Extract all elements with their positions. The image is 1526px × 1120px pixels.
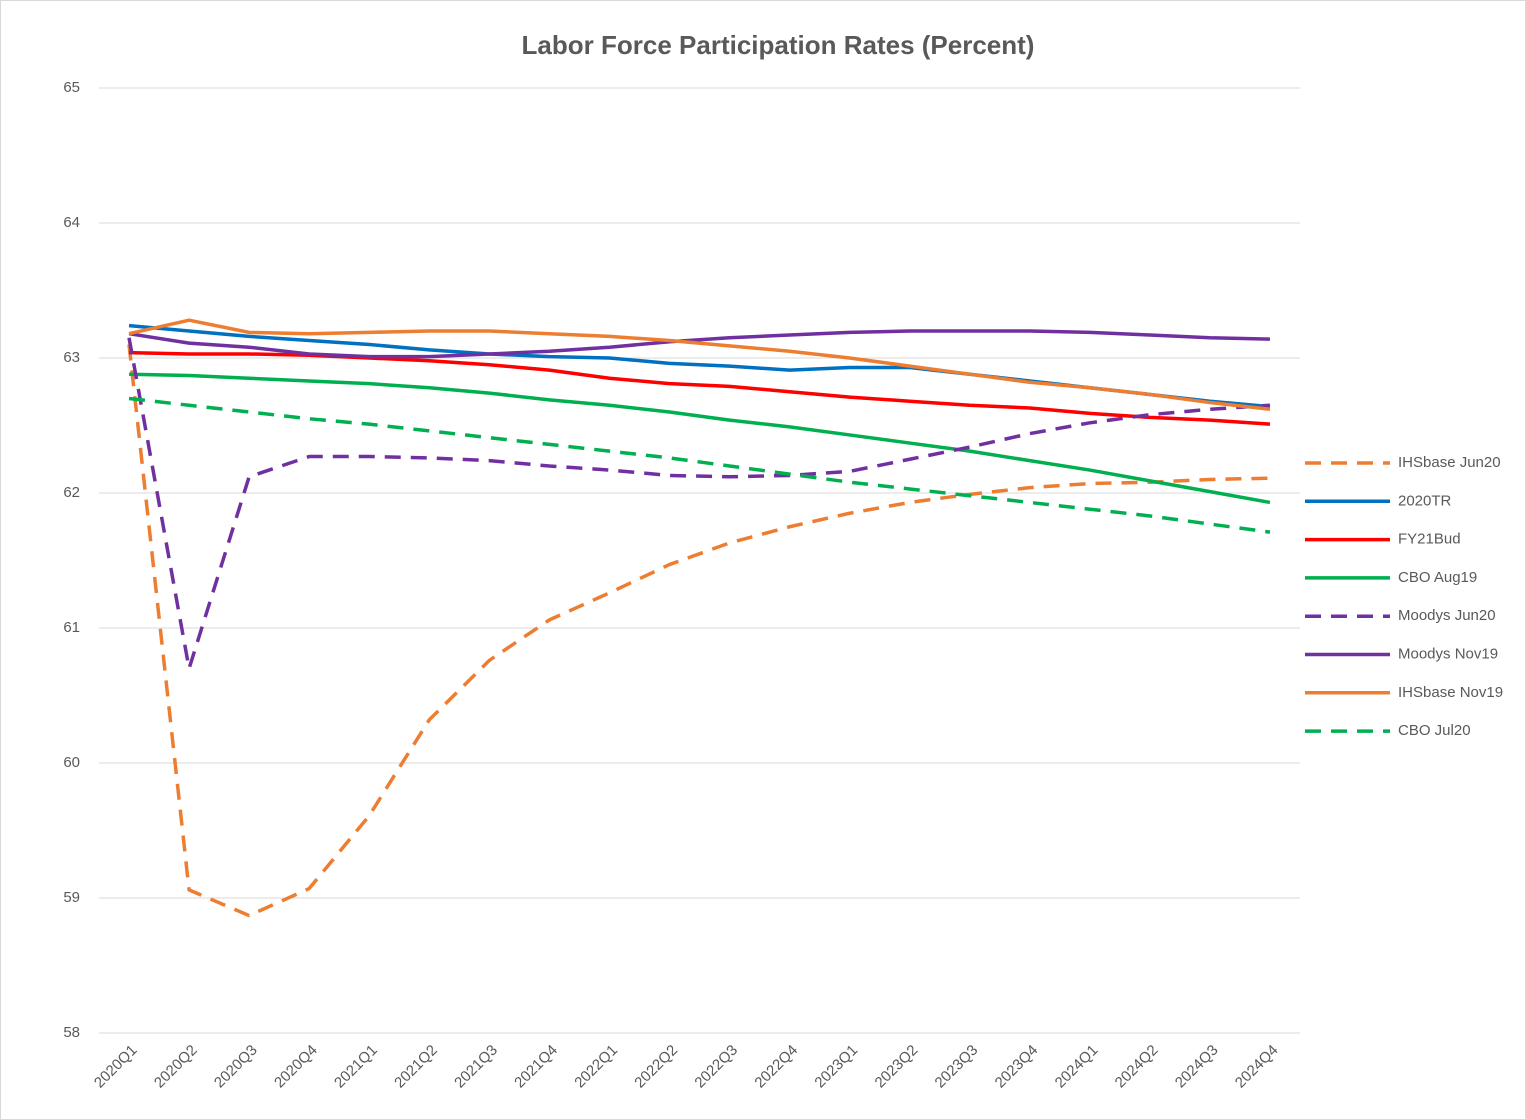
y-tick-label: 61 xyxy=(63,619,80,636)
y-tick-label: 60 xyxy=(63,754,80,771)
series-line xyxy=(128,329,1271,359)
y-tick-label: 58 xyxy=(63,1024,80,1041)
series-line xyxy=(127,344,1271,918)
legend-label: IHSbase Jun20 xyxy=(1398,454,1501,471)
series-line xyxy=(127,337,1271,671)
series-line xyxy=(128,318,1271,412)
legend-label: FY21Bud xyxy=(1398,531,1461,548)
legend-label: CBO Jul20 xyxy=(1398,722,1471,739)
legend-label: CBO Aug19 xyxy=(1398,569,1477,586)
series-line xyxy=(128,396,1271,534)
legend-label: IHSbase Nov19 xyxy=(1398,684,1503,701)
legend-label: Moodys Nov19 xyxy=(1398,645,1498,662)
y-tick-label: 65 xyxy=(63,79,80,96)
y-tick-label: 63 xyxy=(63,349,80,366)
series-line xyxy=(128,372,1271,505)
y-tick-label: 59 xyxy=(63,889,80,906)
y-tick-label: 64 xyxy=(63,214,80,231)
y-tick-label: 62 xyxy=(63,484,80,501)
chart-title: Labor Force Participation Rates (Percent… xyxy=(522,30,1035,60)
legend-label: 2020TR xyxy=(1398,492,1452,509)
legend-label: Moodys Jun20 xyxy=(1398,607,1496,624)
